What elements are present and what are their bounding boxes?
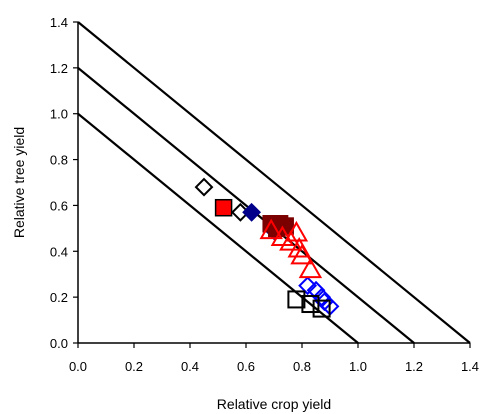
x-tick-label: 0.4 bbox=[181, 359, 199, 374]
data-points bbox=[194, 177, 340, 318]
triangle-point bbox=[290, 243, 314, 265]
reference-line-0 bbox=[77, 112, 359, 344]
y-axis-title: Relative tree yield bbox=[11, 127, 27, 238]
triangle-point bbox=[298, 257, 323, 279]
reference-line-2 bbox=[77, 21, 471, 344]
ticks: 0.0 0.2 0.4 0.6 0.8 1.0 1.2 1.4 0.0 0.2 0.4 0.6 0.8 1… bbox=[50, 15, 479, 374]
square-point bbox=[287, 290, 306, 309]
y-tick-label: 0.8 bbox=[50, 153, 68, 168]
square-point bbox=[312, 299, 331, 318]
y-tick-label: 1.2 bbox=[50, 61, 68, 76]
y-tick-label: 0.6 bbox=[50, 198, 68, 213]
reference-lines bbox=[77, 21, 471, 344]
x-tick-label: 0.2 bbox=[125, 359, 143, 374]
x-tick-label: 0.0 bbox=[69, 359, 87, 374]
x-axis-title: Relative crop yield bbox=[217, 396, 331, 412]
diamond-point bbox=[242, 202, 262, 222]
square-point bbox=[214, 198, 233, 217]
x-tick-label: 1.0 bbox=[349, 359, 367, 374]
y-tick-label: 1.0 bbox=[50, 107, 68, 122]
triangle-point bbox=[259, 218, 283, 240]
diamond-point bbox=[194, 177, 214, 197]
x-tick-label: 0.6 bbox=[237, 359, 255, 374]
y-tick-label: 0.4 bbox=[50, 244, 68, 259]
square-point bbox=[301, 295, 320, 314]
diamond-point bbox=[312, 287, 332, 307]
y-tick-label: 0.2 bbox=[50, 290, 68, 305]
reference-line-1 bbox=[77, 67, 415, 344]
diamond-point bbox=[298, 276, 318, 296]
triangle-point bbox=[284, 220, 309, 242]
y-tick-label: 0.0 bbox=[50, 336, 68, 351]
y-tick-label: 1.4 bbox=[50, 15, 68, 30]
axes bbox=[77, 22, 470, 344]
x-tick-label: 1.2 bbox=[405, 359, 423, 374]
x-tick-label: 0.8 bbox=[293, 359, 311, 374]
x-tick-label: 1.4 bbox=[461, 359, 479, 374]
